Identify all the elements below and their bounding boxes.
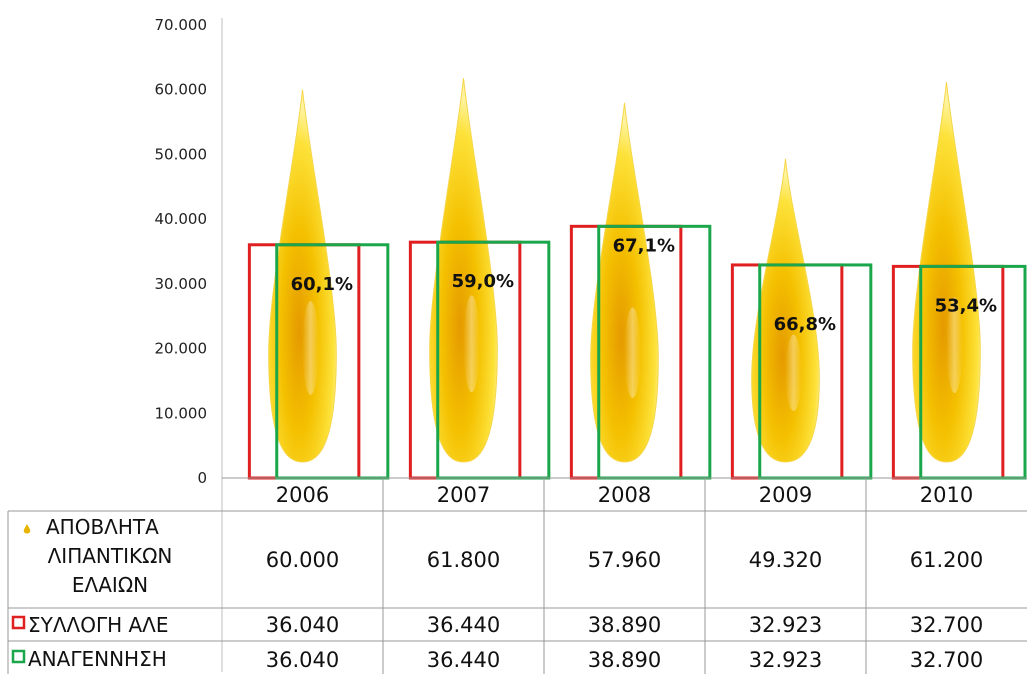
oil-drop-bar — [590, 102, 659, 463]
oil-drop-bar — [429, 78, 498, 463]
percent-label: 60,1% — [291, 274, 353, 295]
x-category-label: 2008 — [598, 483, 651, 507]
oil-drop-bar — [912, 81, 981, 463]
table-cell-value: 32.923 — [749, 648, 822, 672]
row-label-oil-waste: ΕΛΑΙΩΝ — [72, 573, 148, 597]
y-tick-label: 50.000 — [155, 145, 208, 163]
row-label-oil-waste: ΑΠΟΒΛΗΤΑ — [46, 515, 159, 539]
y-tick-label: 20.000 — [155, 340, 208, 358]
y-tick-label: 70.000 — [155, 16, 208, 34]
table-cell-value: 61.200 — [910, 548, 983, 572]
y-tick-label: 0 — [197, 469, 207, 487]
table-cell-value: 57.960 — [588, 548, 661, 572]
table-cell-value: 38.890 — [588, 648, 661, 672]
percent-label: 59,0% — [452, 271, 514, 292]
y-tick-label: 40.000 — [155, 210, 208, 228]
row-label-oil-waste: ΛΙΠΑΝΤΙΚΩΝ — [48, 544, 173, 568]
table-cell-value: 32.700 — [910, 613, 983, 637]
oil-drop-highlight — [302, 301, 319, 395]
table-cell-value: 36.040 — [266, 613, 339, 637]
x-category-label: 2010 — [920, 483, 973, 507]
collection-legend-icon — [11, 615, 26, 630]
percent-label: 66,8% — [774, 314, 836, 335]
row-label-collection: ΣΥΛΛΟΓΗ ΑΛΕ — [28, 613, 169, 637]
table-cell-value: 61.800 — [427, 548, 500, 572]
y-tick-label: 10.000 — [155, 404, 208, 422]
row-label-regeneration: ΑΝΑΓΕΝΝΗΣΗ — [28, 647, 167, 671]
table-cell-value: 38.890 — [588, 613, 661, 637]
table-cell-value: 32.700 — [910, 648, 983, 672]
table-cell-value: 36.440 — [427, 613, 500, 637]
table-cell-value: 36.440 — [427, 648, 500, 672]
x-category-label: 2007 — [437, 483, 490, 507]
x-category-label: 2006 — [276, 483, 329, 507]
regeneration-legend-icon — [11, 649, 26, 664]
table-cell-value: 49.320 — [749, 548, 822, 572]
percent-label: 53,4% — [935, 295, 997, 316]
oil-drop-highlight — [785, 334, 802, 412]
percent-label: 67,1% — [613, 235, 675, 256]
table-cell-value: 36.040 — [266, 648, 339, 672]
table-cell-value: 32.923 — [749, 613, 822, 637]
oil-drop-highlight — [946, 297, 963, 394]
table-cell-value: 60.000 — [266, 548, 339, 572]
y-tick-label: 30.000 — [155, 275, 208, 293]
x-category-label: 2009 — [759, 483, 812, 507]
y-tick-label: 60.000 — [155, 81, 208, 99]
oil-drop-bar — [751, 158, 820, 463]
oil-drop-legend-icon — [23, 524, 31, 534]
oil-drop-highlight — [463, 295, 480, 393]
oil-drop-highlight — [624, 307, 641, 398]
